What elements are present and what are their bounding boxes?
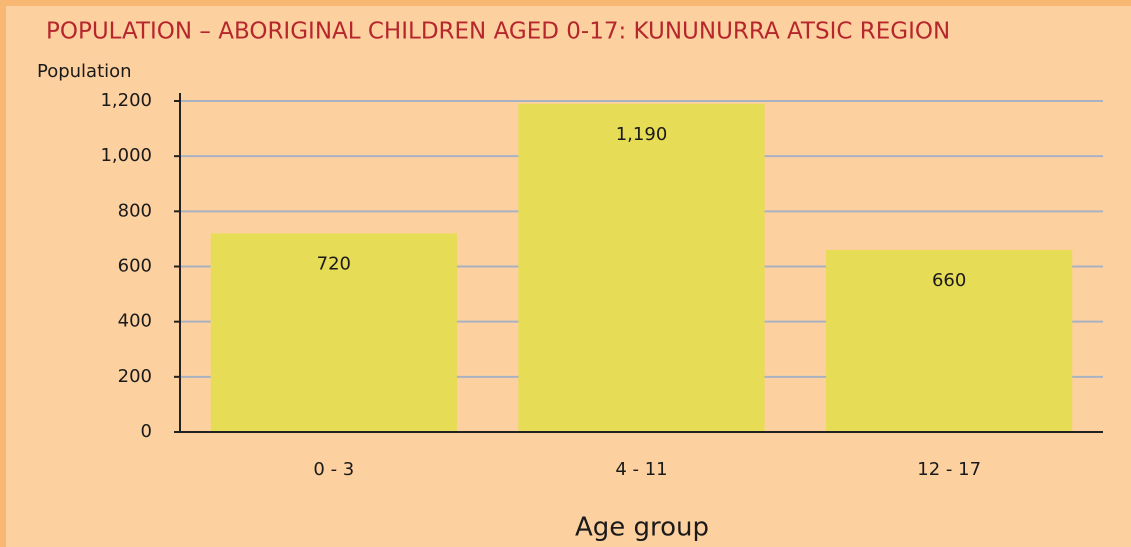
y-axis-label: Population bbox=[37, 61, 132, 82]
y-tick-label: 0 bbox=[141, 421, 152, 442]
chart-title: POPULATION – ABORIGINAL CHILDREN AGED 0-… bbox=[46, 19, 950, 45]
x-tick-label: 12 - 17 bbox=[917, 459, 981, 480]
x-axis-label: Age group bbox=[575, 513, 709, 543]
y-tick-label: 800 bbox=[118, 200, 152, 221]
value-label: 720 bbox=[317, 253, 351, 274]
y-tick-label: 1,200 bbox=[100, 90, 152, 111]
value-label: 660 bbox=[932, 270, 966, 291]
x-tick-label: 0 - 3 bbox=[313, 459, 354, 480]
y-tick-label: 600 bbox=[118, 256, 152, 277]
y-tick-label: 1,000 bbox=[100, 145, 152, 166]
bar bbox=[210, 233, 457, 432]
x-tick-label: 4 - 11 bbox=[615, 459, 667, 480]
bar bbox=[826, 249, 1073, 432]
value-label: 1,190 bbox=[616, 124, 668, 145]
y-tick-label: 400 bbox=[118, 311, 152, 332]
bar bbox=[518, 103, 765, 432]
y-tick-label: 200 bbox=[118, 366, 152, 387]
